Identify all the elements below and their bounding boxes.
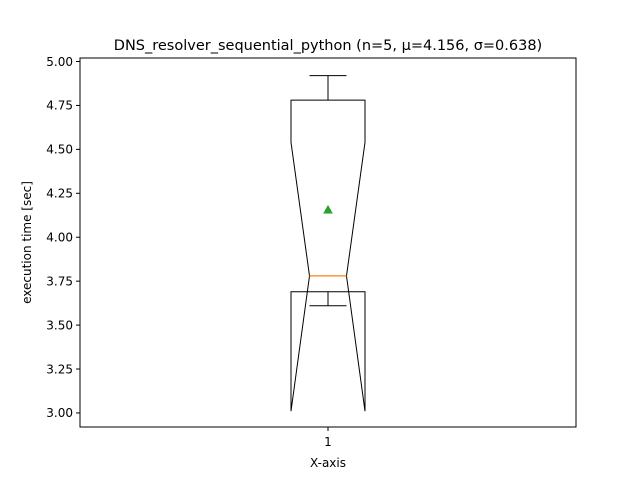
notched-box [290,99,366,412]
y-axis-label: execution time [sec] [20,181,34,304]
y-tick-label: 3.50 [46,318,73,332]
y-tick-label: 3.00 [46,406,73,420]
y-tick-label: 4.25 [46,187,73,201]
y-tick-label: 3.25 [46,362,73,376]
y-tick-label: 5.00 [46,55,73,69]
y-tick-label: 3.75 [46,274,73,288]
axes: 3.00 3.25 3.50 3.75 4.00 4.25 4.50 4.75 5.00 1 [46,55,332,449]
x-axis-label: X-axis [310,456,346,470]
y-tick-label: 4.00 [46,231,73,245]
chart-title: DNS_resolver_sequential_python (n=5, μ=4… [114,38,542,54]
plot-area-frame [79,57,577,428]
y-tick-label: 4.75 [46,99,73,113]
y-tick-label: 4.50 [46,143,73,157]
plot-marks [290,75,366,412]
mean-marker [323,204,333,214]
x-tick-label: 1 [324,435,332,449]
